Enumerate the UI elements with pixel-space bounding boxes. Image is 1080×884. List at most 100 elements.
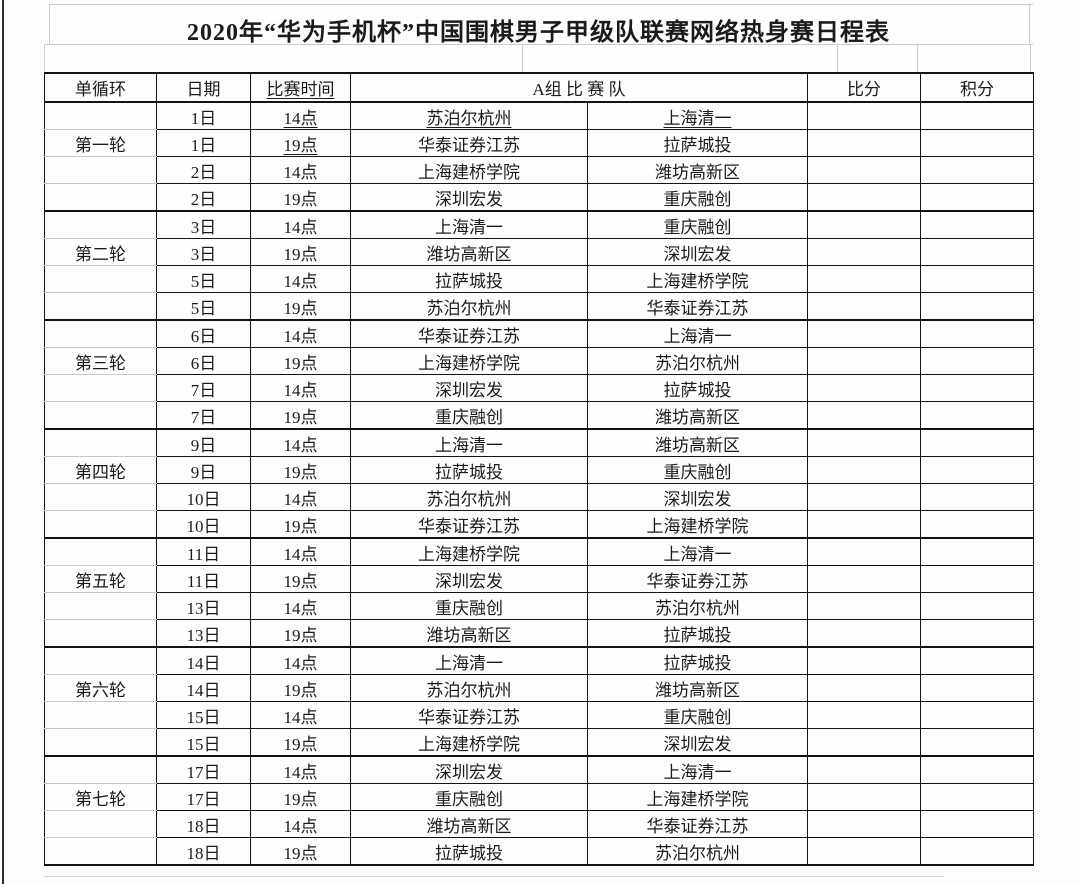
time-cell: 14点 xyxy=(250,102,351,130)
date-cell: 10日 xyxy=(156,510,251,539)
match-row: 第二轮 3日 19点 潍坊高新区 深圳宏发 xyxy=(44,238,1034,266)
header-score: 比分 xyxy=(807,72,921,103)
round-label-cell: 第七轮 xyxy=(44,783,157,811)
time-cell: 14点 xyxy=(250,320,351,348)
points-cell xyxy=(920,265,1034,293)
points-cell xyxy=(920,211,1034,239)
time-cell: 19点 xyxy=(250,565,351,593)
date-cell: 1日 xyxy=(156,102,251,130)
team-b-cell: 重庆融创 xyxy=(587,211,808,239)
points-cell xyxy=(920,728,1034,757)
date-cell: 11日 xyxy=(156,538,251,566)
gridline-spacer-v1 xyxy=(522,44,523,72)
score-cell xyxy=(807,265,921,293)
time-cell: 19点 xyxy=(250,401,351,430)
time-cell: 14点 xyxy=(250,810,351,838)
team-b-cell: 苏泊尔杭州 xyxy=(587,837,808,866)
team-b-cell: 苏泊尔杭州 xyxy=(587,347,808,375)
date-cell: 11日 xyxy=(156,565,251,593)
round-label-cell xyxy=(44,647,157,675)
team-b-cell: 上海建桥学院 xyxy=(587,265,808,293)
round-label-cell xyxy=(44,429,157,457)
team-a-cell: 上海建桥学院 xyxy=(350,347,588,375)
header-time: 比赛时间 xyxy=(250,72,351,103)
score-cell xyxy=(807,565,921,593)
team-b-cell: 深圳宏发 xyxy=(587,483,808,511)
round-label-cell xyxy=(44,292,157,321)
team-a-cell: 上海清一 xyxy=(350,647,588,675)
team-a-cell: 上海建桥学院 xyxy=(350,156,588,184)
score-cell xyxy=(807,211,921,239)
date-cell: 14日 xyxy=(156,647,251,675)
round-label-cell xyxy=(44,211,157,239)
round-label-cell xyxy=(44,538,157,566)
team-a-cell: 华泰证券江苏 xyxy=(350,320,588,348)
team-a-cell: 上海清一 xyxy=(350,211,588,239)
score-cell xyxy=(807,510,921,539)
date-cell: 15日 xyxy=(156,728,251,757)
team-b-cell: 深圳宏发 xyxy=(587,728,808,757)
match-row: 3日 14点 上海清一 重庆融创 xyxy=(44,211,1034,239)
points-cell xyxy=(920,347,1034,375)
match-row: 15日 14点 华泰证券江苏 重庆融创 xyxy=(44,701,1034,729)
team-b-cell: 拉萨城投 xyxy=(587,129,808,157)
team-b-cell: 上海清一 xyxy=(587,320,808,348)
score-cell xyxy=(807,483,921,511)
gridline-title-left xyxy=(49,4,50,44)
date-cell: 2日 xyxy=(156,156,251,184)
date-cell: 10日 xyxy=(156,483,251,511)
time-cell: 14点 xyxy=(250,701,351,729)
round-label-cell xyxy=(44,810,157,838)
points-cell xyxy=(920,837,1034,866)
points-cell xyxy=(920,292,1034,321)
score-cell xyxy=(807,538,921,566)
date-cell: 6日 xyxy=(156,347,251,375)
points-cell xyxy=(920,102,1034,130)
round-label-cell xyxy=(44,374,157,402)
team-b-cell: 上海建桥学院 xyxy=(587,783,808,811)
score-cell xyxy=(807,647,921,675)
team-a-cell: 深圳宏发 xyxy=(350,756,588,784)
match-row: 2日 14点 上海建桥学院 潍坊高新区 xyxy=(44,156,1034,184)
date-cell: 2日 xyxy=(156,183,251,212)
header-date: 日期 xyxy=(156,72,251,103)
time-cell: 19点 xyxy=(250,510,351,539)
score-cell xyxy=(807,401,921,430)
points-cell xyxy=(920,701,1034,729)
time-cell: 14点 xyxy=(250,156,351,184)
page-title: 2020年“华为手机杯”中国围棋男子甲级队联赛网络热身赛日程表 xyxy=(187,20,890,46)
time-cell: 19点 xyxy=(250,674,351,702)
points-cell xyxy=(920,510,1034,539)
points-cell xyxy=(920,156,1034,184)
round-label-cell: 第六轮 xyxy=(44,674,157,702)
score-cell xyxy=(807,374,921,402)
team-b-cell: 重庆融创 xyxy=(587,183,808,212)
team-b-cell: 重庆融创 xyxy=(587,701,808,729)
team-a-cell: 苏泊尔杭州 xyxy=(350,102,588,130)
team-b-cell: 潍坊高新区 xyxy=(587,429,808,457)
round-label-cell xyxy=(44,592,157,620)
header-row: 单循环 日期 比赛时间 A组 比 赛 队 比分 积分 xyxy=(44,72,1034,103)
date-cell: 3日 xyxy=(156,238,251,266)
date-cell: 9日 xyxy=(156,456,251,484)
time-cell: 14点 xyxy=(250,374,351,402)
score-cell xyxy=(807,756,921,784)
match-row: 7日 14点 深圳宏发 拉萨城投 xyxy=(44,374,1034,402)
round-label-cell xyxy=(44,265,157,293)
points-cell xyxy=(920,619,1034,648)
gridline-spacer-left xyxy=(44,44,45,72)
team-a-cell: 重庆融创 xyxy=(350,401,588,430)
time-cell: 14点 xyxy=(250,647,351,675)
time-cell: 19点 xyxy=(250,456,351,484)
points-cell xyxy=(920,783,1034,811)
score-cell xyxy=(807,810,921,838)
date-cell: 17日 xyxy=(156,756,251,784)
date-cell: 5日 xyxy=(156,265,251,293)
score-cell xyxy=(807,728,921,757)
team-a-cell: 华泰证券江苏 xyxy=(350,701,588,729)
match-row: 10日 19点 华泰证券江苏 上海建桥学院 xyxy=(44,510,1034,539)
date-cell: 7日 xyxy=(156,374,251,402)
match-row: 9日 14点 上海清一 潍坊高新区 xyxy=(44,429,1034,457)
points-cell xyxy=(920,183,1034,212)
